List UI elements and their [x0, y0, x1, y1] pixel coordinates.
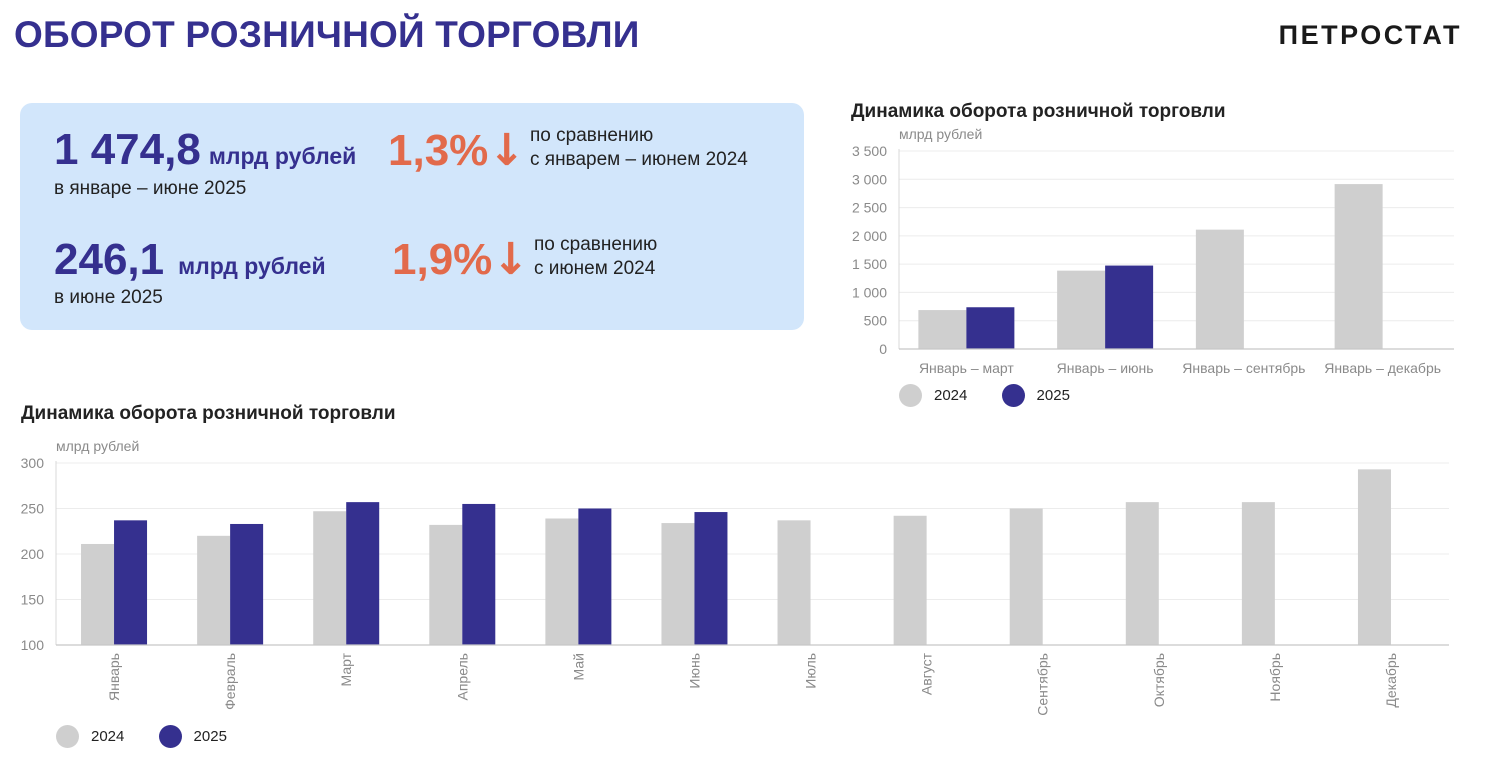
y-tick-label: 150: [21, 592, 45, 608]
bar-2025-1: [966, 307, 1015, 349]
kpi-june-compare-line2: с июнем 2024: [534, 258, 656, 279]
legend-swatch-2024: [56, 725, 79, 748]
cumulative-chart-title: Динамика оборота розничной торговли: [851, 101, 1226, 122]
legend-item-2024: 2024: [56, 725, 124, 748]
cumulative-legend: 2024 2025: [899, 384, 1100, 407]
bar-2025-4: [462, 503, 496, 645]
bar-2024-8: [893, 515, 927, 645]
kpi-halfyear-change: 1,3%↓: [388, 125, 525, 176]
bar-2024-4: [429, 524, 463, 645]
bar-2025-5: [578, 508, 612, 645]
legend-label-2025: 2025: [193, 728, 227, 745]
y-tick-label: 1 500: [852, 256, 887, 272]
x-tick-label: Февраль: [222, 653, 238, 710]
x-tick-label: Январь – сентябрь: [1182, 360, 1305, 376]
x-tick-label: Июнь: [686, 653, 702, 689]
x-tick-label: Ноябрь: [1267, 653, 1283, 702]
y-tick-label: 3 000: [852, 171, 887, 187]
y-tick-label: 300: [21, 455, 45, 471]
petrostat-logo: ПЕТРОСТАТ: [1278, 20, 1462, 50]
bar-2024-6: [661, 523, 695, 645]
legend-label-2025: 2025: [1036, 387, 1070, 404]
kpi-june-value: 246,1 млрд рублей: [54, 235, 326, 285]
page-title: ОБОРОТ РОЗНИЧНОЙ ТОРГОВЛИ: [14, 14, 640, 55]
kpi-halfyear-compare-line2: с январем – июнем 2024: [530, 149, 748, 170]
legend-item-2025: 2025: [158, 725, 227, 748]
kpi-halfyear-compare: по сравнению с январем – июнем 2024: [530, 124, 748, 172]
y-tick-label: 500: [864, 313, 888, 329]
legend-item-2025: 2025: [1001, 384, 1070, 407]
y-tick-label: 250: [21, 501, 45, 517]
y-tick-label: 2 000: [852, 228, 887, 244]
bar-2024-3: [1195, 229, 1244, 349]
legend-label-2024: 2024: [91, 728, 125, 745]
bar-2025-2: [230, 523, 264, 645]
x-tick-label: Март: [338, 652, 354, 686]
x-tick-label: Январь: [106, 653, 122, 701]
kpi-june-number: 246,1: [54, 235, 165, 284]
x-tick-label: Январь – март: [919, 360, 1014, 376]
kpi-halfyear-unit: млрд рублей: [208, 143, 357, 169]
x-tick-label: Декабрь: [1383, 653, 1399, 708]
kpi-halfyear-period: в январе – июне 2025: [54, 178, 247, 199]
bar-2024-4: [1334, 184, 1383, 349]
bar-2025-3: [346, 502, 380, 645]
arrow-down-icon: ↓: [488, 125, 526, 176]
bar-2024-1: [918, 310, 967, 349]
y-tick-label: 0: [879, 341, 887, 357]
y-axis-unit-label: млрд рублей: [899, 126, 982, 142]
y-tick-label: 3 500: [852, 143, 887, 159]
kpi-june-compare: по сравнению с июнем 2024: [534, 233, 657, 281]
x-tick-label: Январь – июнь: [1057, 360, 1154, 376]
legend-swatch-2025: [1001, 384, 1025, 407]
kpi-june-compare-line1: по сравнению: [534, 234, 658, 255]
y-tick-label: 2 500: [852, 200, 887, 216]
bar-2025-1: [114, 520, 148, 645]
y-tick-label: 100: [21, 637, 45, 653]
x-tick-label: Август: [919, 652, 935, 695]
kpi-halfyear-percent: 1,3%: [388, 126, 489, 175]
x-tick-label: Апрель: [454, 653, 470, 701]
kpi-halfyear-number: 1 474,8: [54, 125, 201, 174]
bar-2024-2: [1057, 270, 1106, 349]
y-tick-label: 1 000: [852, 284, 887, 300]
bar-2024-10: [1125, 502, 1159, 645]
bar-2025-6: [694, 512, 728, 645]
monthly-legend: 2024 2025: [56, 725, 257, 748]
x-tick-label: Июль: [803, 653, 819, 689]
bar-2024-12: [1357, 469, 1391, 645]
kpi-june-unit: млрд рублей: [178, 253, 326, 279]
legend-swatch-2025: [158, 725, 182, 748]
kpi-halfyear-compare-line1: по сравнению: [530, 125, 654, 146]
kpi-june-period: в июне 2025: [54, 287, 163, 308]
legend-swatch-2024: [899, 384, 922, 407]
kpi-june-change: 1,9%↓: [392, 234, 529, 285]
kpi-card: 1 474,8 млрд рублей в январе – июне 2025 …: [20, 103, 804, 330]
bar-2024-2: [197, 535, 231, 645]
x-tick-label: Январь – декабрь: [1324, 360, 1441, 376]
bar-2024-3: [313, 511, 347, 645]
bar-2025-2: [1105, 265, 1154, 349]
bar-2024-9: [1009, 508, 1043, 645]
x-tick-label: Октябрь: [1151, 653, 1167, 707]
bar-2024-11: [1241, 502, 1275, 645]
bar-2024-5: [545, 518, 579, 645]
legend-label-2024: 2024: [934, 387, 968, 404]
legend-item-2024: 2024: [899, 384, 967, 407]
bar-2024-1: [81, 543, 115, 645]
bar-2024-7: [777, 520, 811, 645]
kpi-halfyear-value: 1 474,8 млрд рублей: [54, 125, 356, 175]
x-tick-label: Май: [570, 653, 586, 680]
monthly-chart-title: Динамика оборота розничной торговли: [21, 403, 396, 424]
y-axis-unit-label: млрд рублей: [56, 438, 139, 454]
x-tick-label: Сентябрь: [1035, 653, 1051, 716]
y-tick-label: 200: [21, 546, 45, 562]
kpi-june-percent: 1,9%: [392, 235, 493, 284]
arrow-down-icon: ↓: [492, 234, 530, 285]
